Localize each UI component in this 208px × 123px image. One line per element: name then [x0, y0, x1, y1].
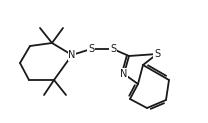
- Text: S: S: [88, 44, 94, 54]
- Text: N: N: [120, 69, 128, 79]
- Text: N: N: [68, 50, 76, 60]
- Text: S: S: [154, 49, 160, 59]
- Text: S: S: [110, 44, 116, 54]
